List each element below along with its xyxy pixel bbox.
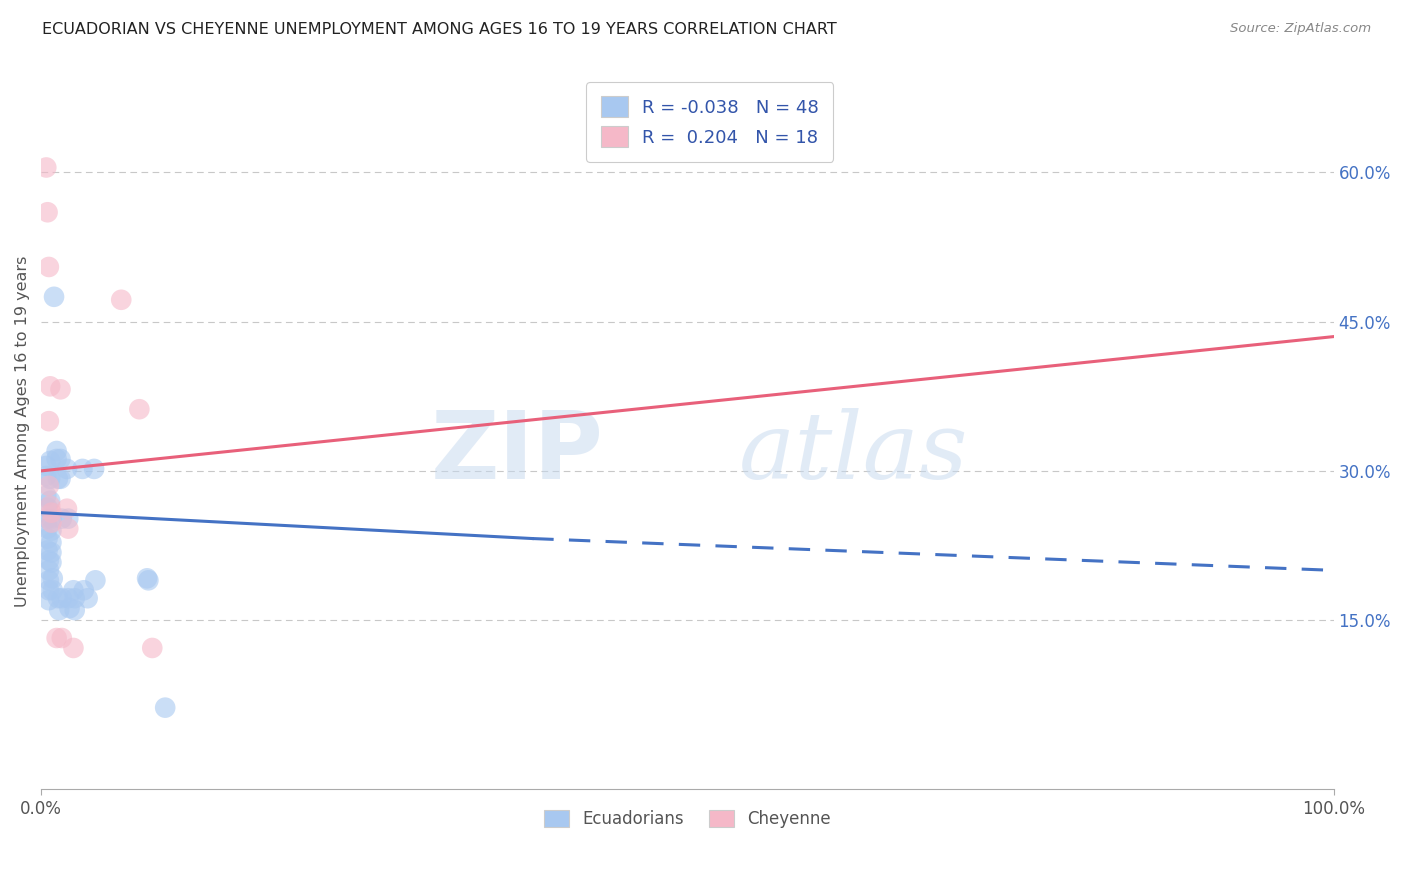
- Point: [62, 583, 84, 598]
- Y-axis label: Unemployment Among Ages 16 to 19 years: Unemployment Among Ages 16 to 19 years: [15, 255, 30, 607]
- Point: [49, 382, 72, 396]
- Point: [136, 571, 159, 585]
- Point: [38, 583, 60, 598]
- Text: ECUADORIAN VS CHEYENNE UNEMPLOYMENT AMONG AGES 16 TO 19 YEARS CORRELATION CHART: ECUADORIAN VS CHEYENNE UNEMPLOYMENT AMON…: [42, 22, 837, 37]
- Point: [49, 472, 72, 486]
- Point: [37, 522, 59, 536]
- Point: [76, 591, 98, 606]
- Point: [51, 591, 73, 606]
- Point: [56, 501, 79, 516]
- Point: [83, 462, 105, 476]
- Point: [42, 290, 65, 304]
- Point: [41, 511, 63, 525]
- Point: [46, 591, 69, 606]
- Point: [51, 631, 73, 645]
- Point: [41, 545, 63, 559]
- Point: [41, 556, 63, 570]
- Point: [38, 414, 60, 428]
- Point: [39, 454, 62, 468]
- Point: [35, 468, 58, 483]
- Point: [42, 571, 65, 585]
- Point: [51, 511, 73, 525]
- Point: [56, 462, 79, 476]
- Point: [58, 601, 80, 615]
- Point: [38, 574, 60, 588]
- Legend: Ecuadorians, Cheyenne: Ecuadorians, Cheyenne: [537, 803, 838, 835]
- Point: [41, 506, 63, 520]
- Point: [37, 543, 59, 558]
- Point: [58, 591, 80, 606]
- Point: [39, 493, 62, 508]
- Point: [63, 591, 86, 606]
- Point: [35, 458, 58, 473]
- Point: [38, 260, 60, 274]
- Point: [45, 452, 67, 467]
- Point: [49, 452, 72, 467]
- Point: [39, 499, 62, 513]
- Point: [46, 472, 69, 486]
- Point: [38, 553, 60, 567]
- Point: [58, 522, 80, 536]
- Point: [37, 500, 59, 515]
- Point: [153, 700, 176, 714]
- Text: atlas: atlas: [740, 408, 969, 498]
- Text: Source: ZipAtlas.com: Source: ZipAtlas.com: [1230, 22, 1371, 36]
- Point: [38, 593, 60, 607]
- Point: [73, 583, 96, 598]
- Point: [41, 516, 63, 530]
- Point: [37, 205, 59, 219]
- Point: [128, 402, 150, 417]
- Point: [138, 574, 160, 588]
- Point: [38, 563, 60, 577]
- Point: [84, 574, 107, 588]
- Point: [37, 532, 59, 546]
- Point: [42, 583, 65, 598]
- Point: [72, 462, 94, 476]
- Point: [41, 524, 63, 538]
- Point: [39, 472, 62, 486]
- Point: [38, 479, 60, 493]
- Point: [63, 603, 86, 617]
- Point: [48, 603, 70, 617]
- Point: [62, 640, 84, 655]
- Point: [35, 489, 58, 503]
- Point: [110, 293, 132, 307]
- Point: [39, 379, 62, 393]
- Point: [141, 640, 163, 655]
- Point: [45, 631, 67, 645]
- Text: ZIP: ZIP: [430, 407, 603, 499]
- Point: [37, 511, 59, 525]
- Point: [35, 161, 58, 175]
- Point: [58, 511, 80, 525]
- Point: [41, 535, 63, 549]
- Point: [45, 444, 67, 458]
